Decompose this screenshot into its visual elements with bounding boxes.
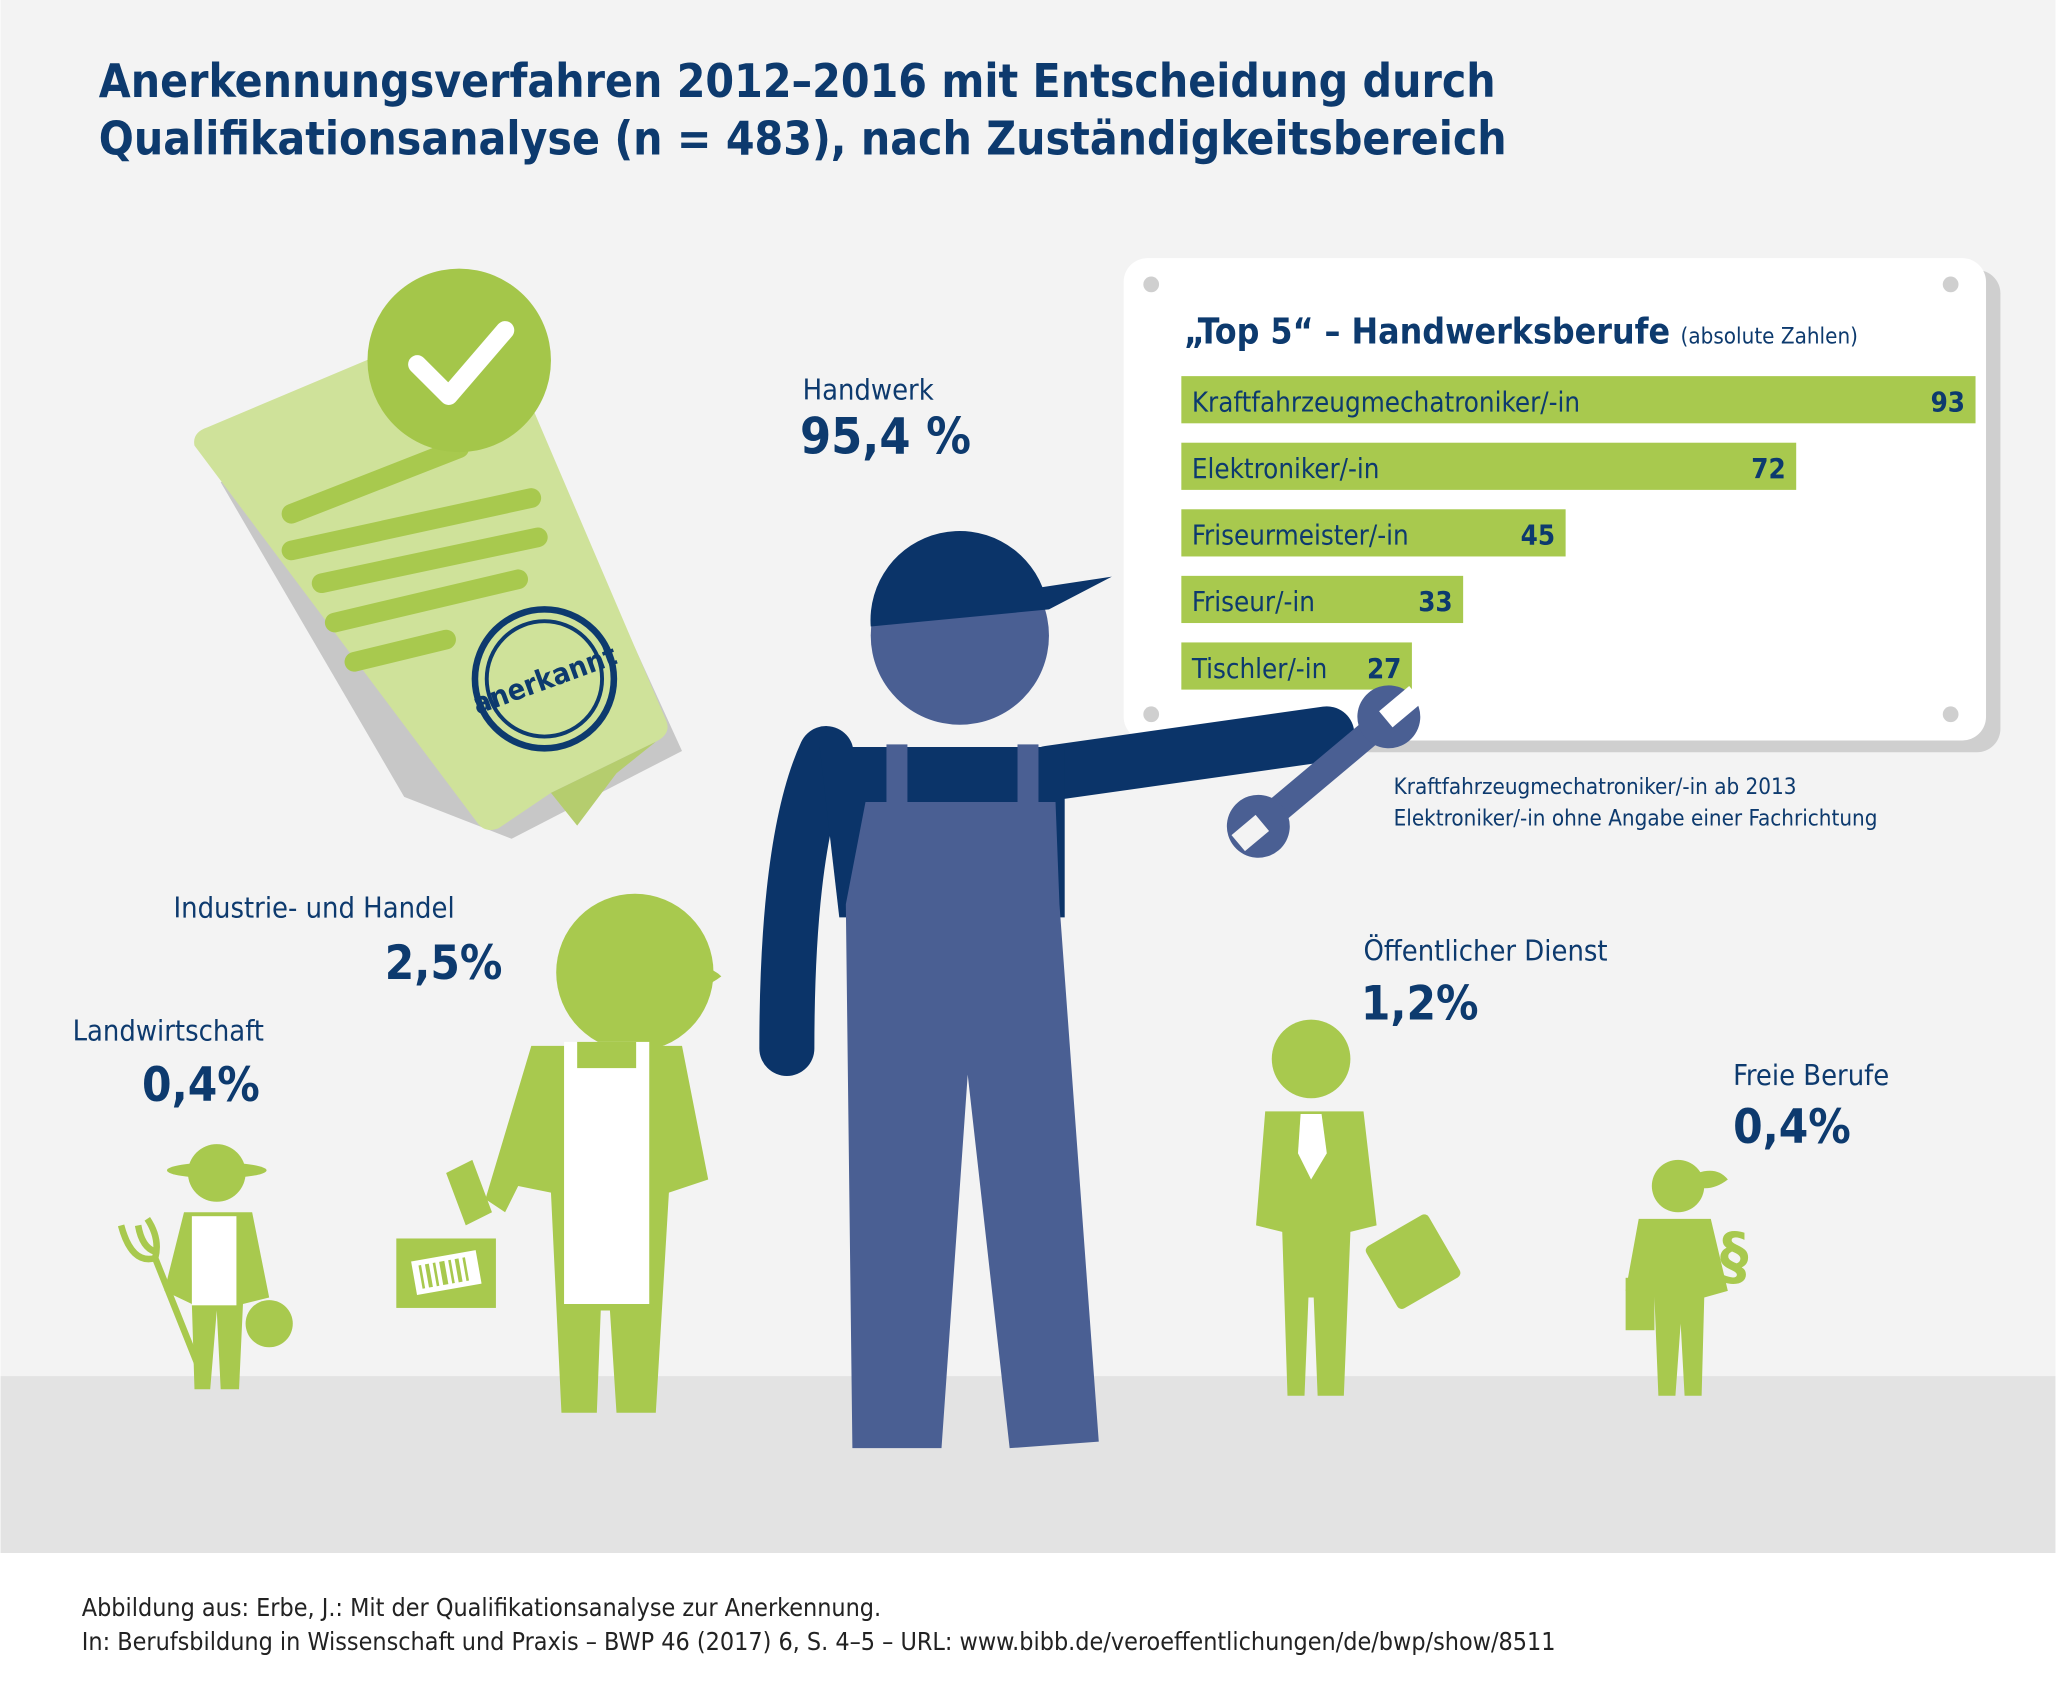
chart-subtitle: (absolute Zahlen) xyxy=(1681,323,1858,349)
tie-icon xyxy=(1297,1113,1327,1180)
oeffentlich-label: Öffentlicher Dienst xyxy=(1364,934,1608,968)
industrie-value: 2,5% xyxy=(385,936,503,991)
farmer-figure xyxy=(117,1144,293,1390)
title-line-1: Anerkennungsverfahren 2012–2016 mit Ents… xyxy=(99,54,1496,108)
bar-category-label: Friseur/-in xyxy=(1192,586,1315,618)
briefcase-icon xyxy=(1365,1214,1461,1309)
chart-note-1: Kraftfahrzeugmechatroniker/-in ab 2013 xyxy=(1394,774,1797,800)
bar-category-label: Kraftfahrzeugmechatroniker/-in xyxy=(1192,387,1580,419)
handwerk-label: Handwerk xyxy=(803,373,934,407)
oeffentlich-value: 1,2% xyxy=(1361,977,1479,1032)
professional-figure: § xyxy=(1625,1159,1749,1396)
bar-value-label: 33 xyxy=(1418,586,1452,618)
landwirtschaft-label: Landwirtschaft xyxy=(73,1014,264,1048)
bar-category-label: Elektroniker/-in xyxy=(1192,453,1380,485)
bar-value-label: 72 xyxy=(1751,453,1785,485)
wrench-icon xyxy=(1226,685,1423,858)
pitchfork-icon xyxy=(152,1256,201,1365)
bar-group: Kraftfahrzeugmechatroniker/-in 93 Elektron… xyxy=(1181,376,1976,690)
craftsman-figure xyxy=(759,530,1423,1449)
official-figure xyxy=(1256,1019,1461,1396)
check-circle-icon xyxy=(367,268,551,453)
screw-icon xyxy=(1942,276,1959,293)
checkmark-icon xyxy=(408,321,515,405)
footer-area xyxy=(0,1553,2056,1688)
landwirtschaft-value: 0,4% xyxy=(142,1058,260,1113)
bar-category-label: Friseurmeister/-in xyxy=(1192,520,1409,552)
chart-title: „Top 5“ – Handwerksberufe (absolute Zahle… xyxy=(1184,311,1858,352)
freie-label: Freie Berufe xyxy=(1733,1058,1889,1092)
industrie-label: Industrie- und Handel xyxy=(174,890,455,924)
bar-category-label: Tischler/-in xyxy=(1191,653,1327,685)
bar xyxy=(1181,442,1797,490)
chart-title-text: „Top 5“ – Handwerksberufe xyxy=(1184,311,1670,352)
cap-icon xyxy=(870,530,1112,627)
bar xyxy=(1181,575,1464,624)
bar-value-label: 45 xyxy=(1521,520,1555,552)
book-icon xyxy=(1625,1277,1655,1331)
screw-icon xyxy=(1942,706,1959,723)
bar-value-label: 27 xyxy=(1367,653,1401,685)
basket-icon xyxy=(245,1300,293,1348)
bar xyxy=(1181,642,1412,690)
scanner-icon xyxy=(446,1159,492,1226)
barcode-icon xyxy=(411,1250,482,1296)
paragraph-icon: § xyxy=(1720,1220,1749,1293)
bar xyxy=(1181,376,1976,424)
top5-chart-panel: „Top 5“ – Handwerksberufe (absolute Zahle… xyxy=(1123,258,2001,753)
footer-line-2: In: Berufsbildung in Wissenschaft und Pr… xyxy=(82,1627,1556,1656)
screw-icon xyxy=(1143,706,1160,723)
saleswoman-figure xyxy=(396,893,722,1413)
handwerk-value: 95,4 % xyxy=(800,407,971,465)
bar xyxy=(1181,509,1566,557)
certificate-document-icon: anerkannt xyxy=(194,268,683,839)
screw-icon xyxy=(1143,276,1160,293)
bar-value-label: 93 xyxy=(1931,387,1965,419)
title-line-2: Qualifikationsanalyse (n = 483), nach Zu… xyxy=(99,112,1507,166)
chart-note-2: Elektroniker/-in ohne Angabe einer Fachr… xyxy=(1394,806,1878,832)
freie-value: 0,4% xyxy=(1733,1100,1851,1155)
footer-line-1: Abbildung aus: Erbe, J.: Mit der Qualifi… xyxy=(82,1593,881,1622)
